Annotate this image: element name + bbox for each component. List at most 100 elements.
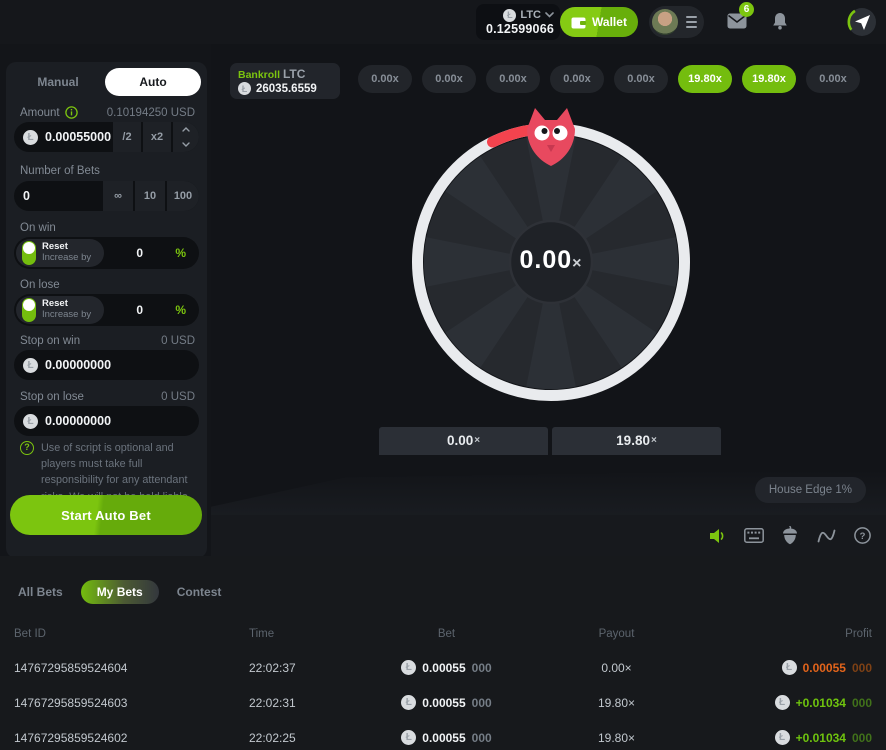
bankroll-currency: LTC xyxy=(282,67,306,81)
ltc-coin-icon: Ł xyxy=(781,660,797,675)
number-of-bets-input[interactable]: 0 ∞ 10 100 xyxy=(14,181,199,211)
currency-balance: 0.12599066 xyxy=(485,21,554,36)
bet-option-value: 19.80 xyxy=(616,433,650,448)
step-down-button[interactable] xyxy=(172,137,199,152)
table-row[interactable]: 14767295859524602 22:02:25 Ł 0.00055 000 … xyxy=(0,720,886,750)
table-header: Bet ID Time Bet Payout Profit xyxy=(0,618,886,650)
tab-manual[interactable]: Manual xyxy=(28,68,88,96)
on-win-row: Reset Increase by 0 % xyxy=(14,237,199,269)
hotkeys-button[interactable] xyxy=(744,526,764,546)
history-pill[interactable]: 0.00x xyxy=(550,65,604,93)
half-amount-button[interactable]: /2 xyxy=(111,122,141,152)
notifications-button[interactable] xyxy=(772,12,788,30)
history-pill[interactable]: 0.00x xyxy=(486,65,540,93)
wheel-result: 0.00× xyxy=(471,246,631,275)
history-pill[interactable]: 0.00x xyxy=(806,65,860,93)
stop-on-lose-input[interactable]: Ł 0.00000000 xyxy=(14,406,199,436)
tab-contest[interactable]: Contest xyxy=(173,580,226,604)
live-stats-button[interactable] xyxy=(816,526,836,546)
on-win-value[interactable]: 0 xyxy=(136,246,143,260)
stop-on-win-input[interactable]: Ł 0.00000000 xyxy=(14,350,199,380)
currency-selector[interactable]: Ł LTC 0.12599066 xyxy=(476,4,560,40)
col-payout: Payout xyxy=(598,628,635,640)
history-pill[interactable]: 0.00x xyxy=(358,65,412,93)
bankroll-value: 26035.6559 xyxy=(256,82,317,95)
bet-payout: 0.00× xyxy=(601,660,632,675)
question-icon: ? xyxy=(20,441,34,455)
on-win-unit: % xyxy=(175,246,186,260)
stats-wave-icon xyxy=(817,529,835,542)
bet-amount: Ł 0.00055 000 xyxy=(359,695,534,710)
amount-input[interactable]: Ł 0.00055000 /2 x2 xyxy=(14,122,199,152)
ltc-coin-icon: Ł xyxy=(401,730,417,745)
on-lose-reset-label: Reset xyxy=(42,298,68,310)
multiplier-sign: × xyxy=(650,435,657,446)
help-button[interactable]: ? xyxy=(852,526,872,546)
history-pill[interactable]: 0.00x xyxy=(614,65,668,93)
tab-auto[interactable]: Auto xyxy=(105,68,201,96)
preset-100-button[interactable]: 100 xyxy=(165,181,199,211)
table-row[interactable]: 14767295859524604 22:02:37 Ł 0.00055 000 … xyxy=(0,650,886,685)
preset-10-button[interactable]: 10 xyxy=(133,181,165,211)
on-lose-value[interactable]: 0 xyxy=(136,303,143,317)
speaker-icon xyxy=(710,528,724,543)
on-lose-toggle[interactable]: Reset Increase by xyxy=(16,296,104,324)
info-icon[interactable] xyxy=(64,106,78,119)
double-amount-button[interactable]: x2 xyxy=(140,122,171,152)
mail-icon xyxy=(727,13,747,29)
bet-option-win[interactable]: 19.80 × xyxy=(552,424,721,457)
on-lose-unit: % xyxy=(175,303,186,317)
bet-time: 22:02:25 xyxy=(249,730,296,745)
bankroll-chip: Bankroll LTC Ł 26035.6559 xyxy=(230,63,340,99)
history-pill[interactable]: 0.00x xyxy=(422,65,476,93)
mail-badge: 6 xyxy=(739,2,754,17)
tab-all-bets[interactable]: All Bets xyxy=(14,580,67,604)
on-lose-label: On lose xyxy=(20,279,60,291)
history-pill[interactable]: 19.80x xyxy=(742,65,796,93)
amount-label: Amount xyxy=(20,106,60,119)
chat-toggle-button[interactable] xyxy=(847,7,877,37)
bets-table: Bet ID Time Bet Payout Profit 1476729585… xyxy=(0,618,886,750)
wallet-button[interactable]: Wallet xyxy=(560,7,638,37)
toggle-icon xyxy=(22,241,36,265)
ltc-coin-icon: Ł xyxy=(401,695,417,710)
bet-option-lose[interactable]: 0.00 × xyxy=(379,424,548,457)
ltc-coin-icon: Ł xyxy=(401,660,417,675)
bet-payout: 19.80× xyxy=(597,695,636,710)
keyboard-icon xyxy=(744,528,764,543)
step-up-button[interactable] xyxy=(172,122,199,137)
ltc-coin-icon: Ł xyxy=(503,8,517,22)
wallet-label: Wallet xyxy=(592,15,627,29)
sound-button[interactable] xyxy=(708,526,728,546)
tab-my-bets[interactable]: My Bets xyxy=(80,580,159,604)
top-header: Ł LTC 0.12599066 Wallet 6 xyxy=(0,0,886,44)
start-auto-bet-button[interactable]: Start Auto Bet xyxy=(10,495,202,535)
on-win-toggle[interactable]: Reset Increase by xyxy=(16,239,104,267)
bet-time: 22:02:31 xyxy=(249,695,296,710)
multiplier-sign: × xyxy=(474,435,481,446)
bet-payout: 19.80× xyxy=(597,730,636,745)
on-lose-row: Reset Increase by 0 % xyxy=(14,294,199,326)
seed-button[interactable] xyxy=(780,526,800,546)
bet-amount: Ł 0.00055 000 xyxy=(359,730,534,745)
user-menu[interactable] xyxy=(649,6,704,38)
stop-on-win-value: 0.00000000 xyxy=(45,358,112,372)
ltc-coin-icon: Ł xyxy=(774,695,790,710)
owl-pointer xyxy=(527,108,575,166)
mail-button[interactable] xyxy=(727,13,747,29)
ltc-coin-icon: Ł xyxy=(238,82,251,95)
ltc-coin-icon: Ł xyxy=(23,129,38,145)
multiplier-sign: × xyxy=(572,255,583,272)
col-bet-id: Bet ID xyxy=(14,628,46,640)
stop-on-lose-value: 0.00000000 xyxy=(45,414,112,428)
col-profit: Profit xyxy=(845,628,872,640)
infinite-bets-button[interactable]: ∞ xyxy=(101,181,133,211)
mode-tabs: Manual Auto xyxy=(6,68,207,96)
ltc-coin-icon: Ł xyxy=(23,413,38,429)
ltc-coin-icon: Ł xyxy=(774,730,790,745)
bets-tabs: All Bets My Bets Contest xyxy=(14,580,225,604)
table-row[interactable]: 14767295859524603 22:02:31 Ł 0.00055 000 … xyxy=(0,685,886,720)
stop-on-lose-label: Stop on lose xyxy=(20,391,84,403)
on-lose-increase-label: Increase by xyxy=(42,309,92,320)
history-pill[interactable]: 19.80x xyxy=(678,65,732,93)
